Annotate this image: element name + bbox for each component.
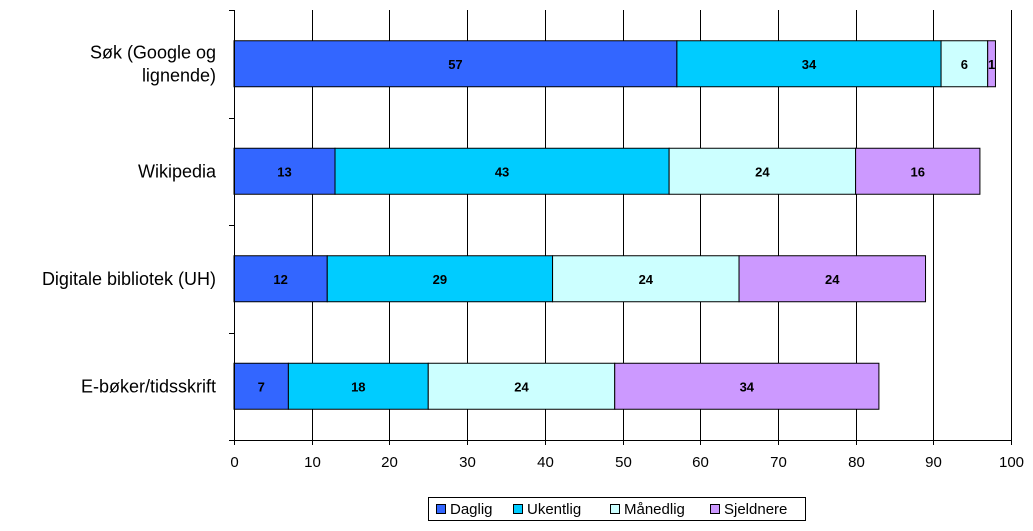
bar-segment <box>676 40 942 88</box>
data-label: 1 <box>988 57 995 72</box>
x-tick-label: 0 <box>230 454 238 471</box>
x-tick-label: 90 <box>925 454 942 471</box>
x-tick-label: 60 <box>692 454 709 471</box>
legend-swatch <box>710 504 720 514</box>
axes: 0 10 20 30 40 50 60 70 80 90 100 <box>229 10 1024 471</box>
legend-label: Daglig <box>450 501 493 518</box>
category-label: Wikipedia <box>138 161 217 181</box>
x-tick-label: 20 <box>381 454 398 471</box>
category-label: E-bøker/tidsskrift <box>81 376 216 396</box>
bar-segment <box>855 147 981 195</box>
category-label: lignende) <box>142 65 216 85</box>
legend-swatch <box>610 504 620 514</box>
bar-segment <box>940 40 989 88</box>
x-tick-label: 40 <box>537 454 554 471</box>
bar-segment <box>552 255 740 303</box>
x-tick-label: 50 <box>615 454 632 471</box>
data-label: 7 <box>258 379 265 394</box>
legend-swatch <box>436 504 446 514</box>
data-label: 34 <box>802 57 817 72</box>
data-label: 13 <box>277 164 291 179</box>
data-label: 24 <box>514 379 529 394</box>
bar-segment <box>233 362 289 410</box>
bar-segment <box>326 255 554 303</box>
category-label: Søk (Google og <box>90 42 216 62</box>
data-label: 6 <box>961 57 968 72</box>
bar-segment <box>614 362 880 410</box>
x-tick-label: 30 <box>459 454 476 471</box>
bars: 57 34 6 1 13 43 24 16 12 29 24 24 7 18 24 34 <box>233 40 996 410</box>
x-tick-label: 70 <box>770 454 787 471</box>
x-tick-label: 80 <box>848 454 865 471</box>
data-label: 57 <box>448 57 462 72</box>
data-label: 24 <box>755 164 770 179</box>
legend-swatch <box>513 504 523 514</box>
legend-label: Månedlig <box>624 501 685 518</box>
legend-label: Sjeldnere <box>724 501 787 518</box>
data-label: 34 <box>740 379 755 394</box>
data-label: 29 <box>433 272 447 287</box>
bar-segment <box>987 40 996 88</box>
data-label: 18 <box>351 379 365 394</box>
bar-segment <box>668 147 857 195</box>
data-label: 43 <box>495 164 509 179</box>
data-label: 16 <box>911 164 925 179</box>
bar-segment <box>738 255 927 303</box>
x-tick-label: 10 <box>304 454 321 471</box>
bar-segment <box>233 255 328 303</box>
data-label: 24 <box>825 272 840 287</box>
bar-segment <box>233 147 336 195</box>
legend: Daglig Ukentlig Månedlig Sjeldnere <box>428 497 806 521</box>
bar-segment <box>427 362 616 410</box>
legend-label: Ukentlig <box>527 501 581 518</box>
bar-segment <box>334 147 670 195</box>
category-label: Digitale bibliotek (UH) <box>42 269 216 289</box>
x-tick-label: 100 <box>999 454 1024 471</box>
data-label: 24 <box>639 272 654 287</box>
bar-segment <box>287 362 429 410</box>
data-label: 12 <box>273 272 287 287</box>
category-labels: Søk (Google og lignende) Wikipedia Digitale… <box>42 42 217 396</box>
